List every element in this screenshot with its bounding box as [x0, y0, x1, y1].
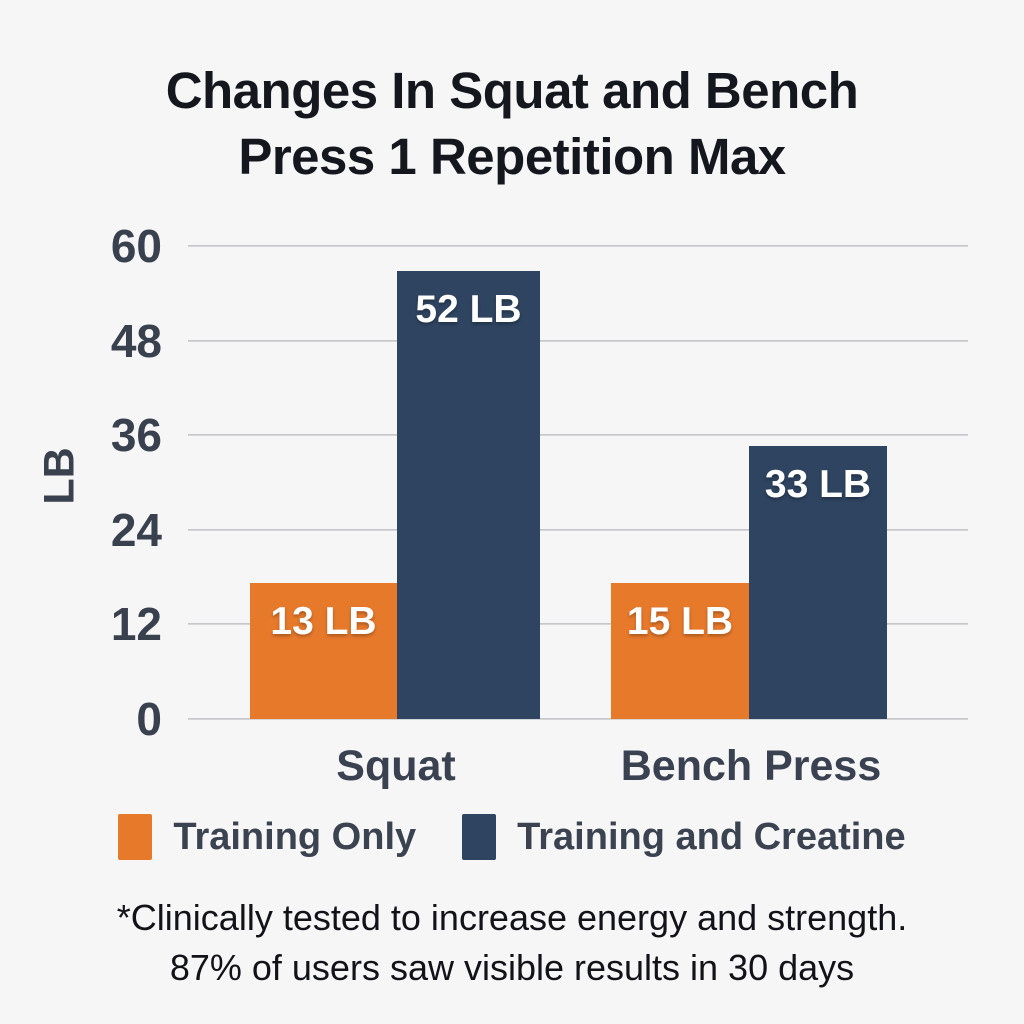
x-category-label-squat: Squat	[336, 742, 456, 790]
bar-value-label: 33 LB	[764, 463, 872, 507]
footnote: *Clinically tested to increase energy an…	[0, 893, 1024, 992]
bar-bench-press-training-only: 15 LB	[611, 582, 749, 719]
footnote-line-1: *Clinically tested to increase energy an…	[116, 897, 908, 938]
chart-title: Changes In Squat and Bench Press 1 Repet…	[0, 58, 1024, 191]
gridline	[188, 528, 968, 531]
y-tick-label: 60	[110, 220, 162, 272]
legend-label: Training and Creatine	[517, 815, 906, 858]
gridline	[188, 434, 968, 437]
y-tick-label: 36	[110, 409, 162, 462]
y-tick-label: 0	[136, 693, 162, 745]
bar-value-label: 52 LB	[415, 288, 522, 332]
bar-squat-training-and-creatine: 52 LB	[397, 271, 540, 719]
bar-squat-training-only: 13 LB	[250, 583, 397, 719]
plot-area: 13 LB 52 LB 15 LB 33 LB	[188, 245, 968, 720]
legend-label: Training Only	[173, 815, 417, 858]
y-tick-label: 12	[110, 598, 162, 651]
y-axis: 0 12 24 36 48 60	[0, 223, 162, 742]
gridline	[188, 718, 968, 720]
chart-title-line-2: Press 1 Repetition Max	[238, 128, 786, 186]
bar-value-label: 15 LB	[626, 599, 734, 643]
y-tick-label: 24	[110, 503, 162, 556]
bar-bench-press-training-and-creatine: 33 LB	[749, 446, 887, 719]
gridline	[188, 623, 968, 626]
y-axis-label: LB	[35, 447, 84, 505]
chart-title-line-1: Changes In Squat and Bench	[165, 62, 859, 119]
legend: Training Only Training and Creatine	[0, 814, 1024, 860]
gridline	[188, 245, 968, 247]
gridline	[188, 339, 968, 342]
legend-item-training-only: Training Only	[118, 814, 416, 860]
legend-swatch-navy-icon	[462, 814, 497, 860]
footnote-line-2: 87% of users saw visible results in 30 d…	[169, 946, 855, 988]
legend-swatch-orange-icon	[118, 814, 153, 860]
bar-value-label: 13 LB	[270, 600, 377, 644]
legend-item-training-and-creatine: Training and Creatine	[462, 814, 906, 860]
x-category-label-bench-press: Bench Press	[620, 742, 882, 790]
y-tick-label: 48	[110, 314, 162, 367]
